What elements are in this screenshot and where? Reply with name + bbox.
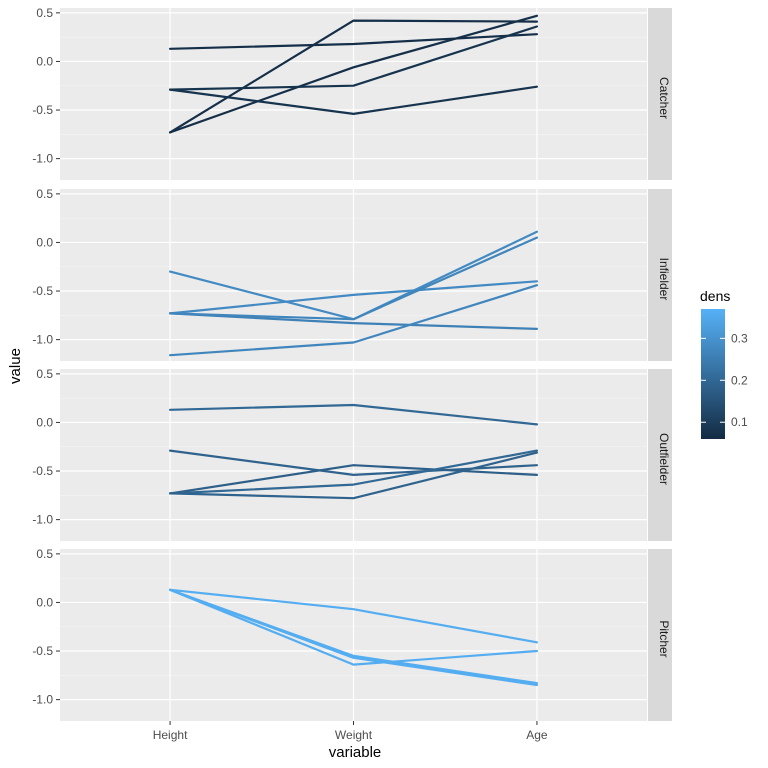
y-axis-title: value: [7, 348, 24, 384]
series-line-3: [169, 588, 539, 666]
y-tick-label: -1.0: [32, 513, 53, 527]
y-tick-label: -0.5: [32, 464, 53, 478]
facet-panel-pitcher: -1.0 -0.5 0.0 0.5 Pitcher: [32, 547, 672, 721]
x-tick-label: Weight: [335, 728, 373, 742]
y-tick-label: 0.5: [36, 547, 53, 561]
y-tick-label: 0.0: [36, 595, 53, 609]
y-tick-label: -0.5: [32, 284, 53, 298]
facet-strip: [648, 549, 672, 721]
series-line-3: [169, 464, 539, 495]
y-tick-label: -0.5: [32, 644, 53, 658]
series-line-3: [169, 14, 539, 134]
x-axis-title: variable: [329, 744, 382, 761]
legend-tick-label: 0.3: [731, 331, 748, 345]
series-line-3: [169, 312, 539, 330]
series-line-5: [169, 451, 539, 500]
y-tick-label: 0.5: [36, 367, 53, 381]
y-tick-label: 0.5: [36, 6, 53, 20]
facet-panel-infielder: -1.0 -0.5 0.0 0.5 Infielder: [32, 187, 672, 361]
legend-tick-label: 0.2: [731, 373, 748, 387]
facet-strip: [648, 8, 672, 180]
facet-strip-label: Pitcher: [657, 620, 671, 657]
series-line-1: [169, 403, 539, 426]
y-tick-label: -1.0: [32, 152, 53, 166]
legend-tick-label: 0.1: [731, 415, 748, 429]
series-line-1: [169, 588, 539, 644]
y-tick-label: 0.0: [36, 235, 53, 249]
series-line-1: [169, 33, 539, 50]
facet-strip-label: Infielder: [657, 258, 671, 301]
facet-panel-catcher: -1.0 -0.5 0.0 0.5 Catcher: [32, 6, 672, 180]
legend-colorbar: [701, 309, 725, 439]
y-tick-label: -1.0: [32, 693, 53, 707]
facet-strip: [648, 189, 672, 361]
series-line-5: [169, 25, 539, 91]
series-line-4: [169, 85, 539, 116]
y-tick-label: -1.0: [32, 333, 53, 347]
y-tick-label: 0.5: [36, 187, 53, 201]
series-line-2: [169, 280, 539, 315]
facet-strip-label: Catcher: [657, 77, 671, 119]
facet-panel-outfielder: -1.0 -0.5 0.0 0.5 Outfielder: [32, 367, 672, 541]
series-line-4: [169, 588, 539, 687]
facet-strip-label: Outfielder: [657, 433, 671, 485]
x-tick-label: Height: [153, 728, 188, 742]
legend-title: dens: [700, 288, 730, 304]
y-tick-label: -0.5: [32, 103, 53, 117]
series-line-4: [169, 449, 539, 495]
facet-strip: [648, 369, 672, 541]
legend: dens 0.1 0.2 0.3: [700, 288, 748, 439]
series-line-2: [169, 19, 539, 134]
series-line-4: [169, 236, 539, 321]
y-tick-label: 0.0: [36, 415, 53, 429]
x-tick-label: Age: [526, 728, 548, 742]
series-line-5: [169, 284, 539, 357]
y-tick-label: 0.0: [36, 54, 53, 68]
x-axis: Height Weight Age: [153, 721, 548, 742]
facets-layer: -1.0 -0.5 0.0 0.5 Catcher -1.0 -0.5 0.0 0.5 Infie…: [32, 6, 672, 721]
